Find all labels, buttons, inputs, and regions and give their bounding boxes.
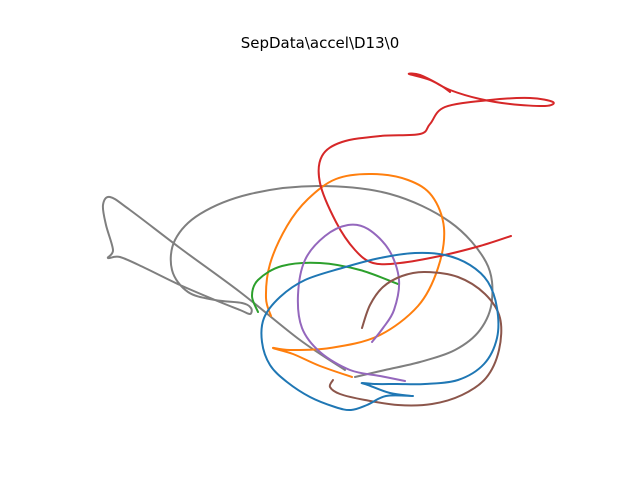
series-line-1 [101, 185, 494, 378]
series-line-5 [296, 223, 406, 382]
series-line-2 [264, 172, 446, 378]
series-line-3 [251, 261, 399, 313]
series-line-6 [328, 270, 503, 407]
chart-title: SepData\accel\D13\0 [240, 34, 400, 52]
series-line-7 [260, 251, 500, 412]
series-line-4 [317, 72, 555, 266]
